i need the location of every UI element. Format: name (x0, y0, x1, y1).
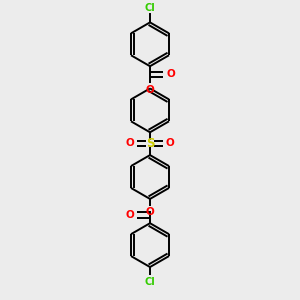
Text: O: O (166, 69, 175, 80)
Text: Cl: Cl (145, 3, 155, 13)
Text: O: O (126, 138, 134, 148)
Text: O: O (146, 207, 154, 218)
Text: O: O (166, 138, 174, 148)
Text: O: O (125, 210, 134, 220)
Text: Cl: Cl (145, 277, 155, 287)
Text: S: S (146, 137, 154, 150)
Text: O: O (146, 85, 154, 94)
